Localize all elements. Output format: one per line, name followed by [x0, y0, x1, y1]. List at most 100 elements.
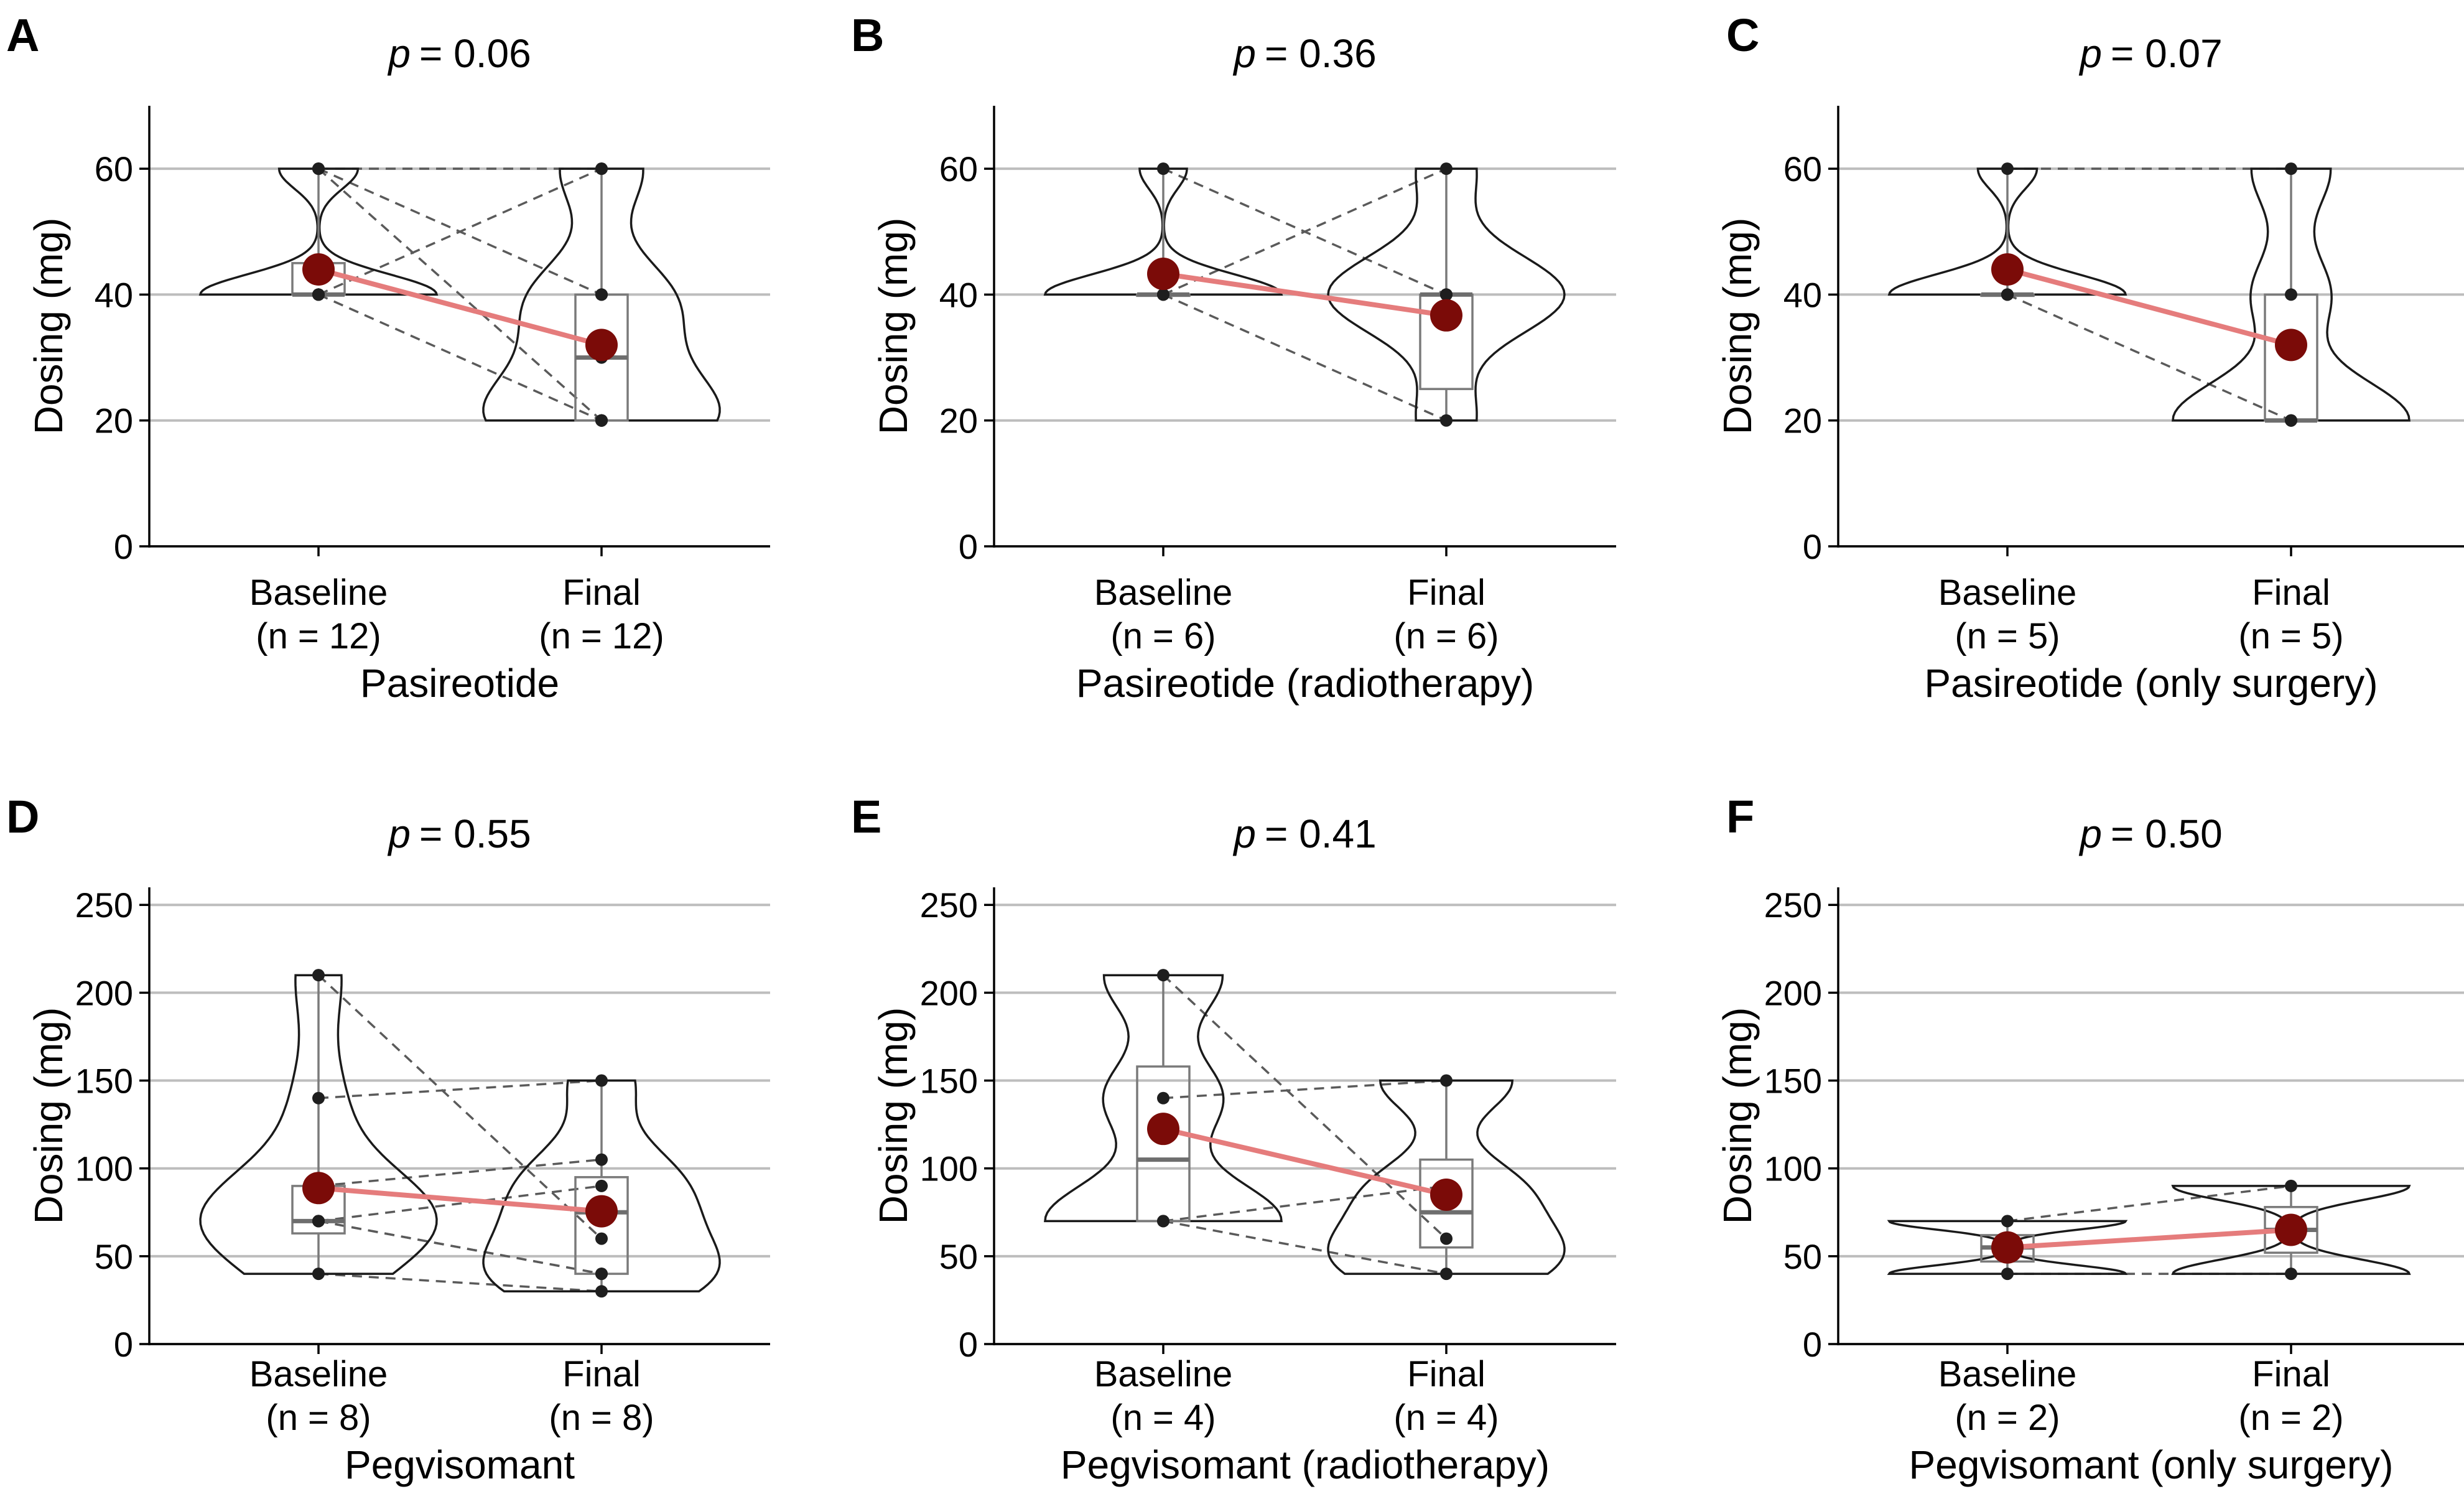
mean-point — [1991, 253, 2024, 286]
y-tick-label: 50 — [95, 1237, 133, 1276]
x-category-label: Baseline — [249, 1354, 388, 1394]
p-symbol: p — [1232, 31, 1256, 76]
x-category-label: Final — [1407, 572, 1485, 613]
y-tick-label: 0 — [959, 527, 978, 566]
data-point — [1440, 1232, 1453, 1245]
data-point — [595, 414, 608, 427]
pair-line — [318, 1079, 602, 1100]
x-category-n: (n = 5) — [1955, 616, 2060, 656]
data-point — [2001, 1215, 2014, 1228]
pair-line — [317, 974, 603, 1240]
violin-baseline — [1887, 167, 2127, 296]
data-point — [1440, 1074, 1453, 1087]
y-axis-title: Dosing (mg) — [1715, 218, 1760, 435]
pair-line — [2007, 1185, 2292, 1223]
violin-final — [1327, 1079, 1566, 1275]
data-point — [2001, 288, 2014, 301]
data-point — [595, 1179, 608, 1192]
p-value: = 0.36 — [1265, 31, 1377, 76]
pair-line — [2007, 293, 2292, 422]
x-category-n: (n = 4) — [1110, 1398, 1216, 1438]
data-point — [312, 288, 325, 301]
x-category-n: (n = 4) — [1393, 1398, 1499, 1438]
panel-letter: E — [851, 791, 881, 843]
y-tick-label: 200 — [1764, 973, 1822, 1012]
violin-final — [482, 167, 721, 422]
x-axis-title: Pegvisomant (radiotherapy) — [1061, 1442, 1550, 1487]
y-axis-title: Dosing (mg) — [1715, 1007, 1760, 1225]
data-point — [595, 162, 608, 175]
data-point — [595, 1074, 608, 1087]
mean-point — [1147, 1113, 1179, 1146]
pair-line — [318, 1220, 602, 1275]
x-category-n: (n = 6) — [1110, 616, 1216, 656]
mean-point — [1430, 1179, 1462, 1212]
x-category-label: Final — [562, 1354, 641, 1394]
violin-final — [1327, 167, 1566, 422]
data-point — [312, 1091, 325, 1104]
y-tick-label: 150 — [1764, 1062, 1822, 1101]
mean-trend-line — [2007, 1227, 2292, 1250]
p-symbol: p — [387, 31, 411, 76]
y-tick-label: 100 — [75, 1149, 133, 1188]
p-value-title: p = 0.50 — [2078, 811, 2222, 856]
pair-line — [1163, 1220, 1447, 1275]
p-symbol: p — [387, 811, 411, 856]
data-point — [312, 1215, 325, 1228]
data-point — [1157, 288, 1169, 301]
y-tick-label: 50 — [939, 1237, 978, 1276]
x-axis-title: Pasireotide (only surgery) — [1924, 661, 2378, 706]
mean-trend-line — [317, 267, 603, 348]
y-axis-title: Dosing (mg) — [26, 1007, 71, 1225]
p-value: = 0.07 — [2111, 31, 2223, 76]
x-axis-title: Pasireotide (radiotherapy) — [1076, 661, 1534, 706]
pair-line — [318, 1158, 602, 1187]
x-category-label: Final — [2252, 1354, 2330, 1394]
p-value: = 0.06 — [419, 31, 531, 76]
x-axis-title: Pasireotide — [360, 661, 559, 706]
violin-baseline — [199, 974, 438, 1275]
p-value-title: p = 0.41 — [1232, 811, 1376, 856]
y-tick-label: 100 — [1764, 1149, 1822, 1188]
x-category-n: (n = 12) — [256, 616, 381, 656]
data-point — [595, 1268, 608, 1281]
mean-point — [302, 253, 335, 286]
data-point — [1440, 1268, 1453, 1281]
data-point — [595, 288, 608, 301]
p-value-title: p = 0.06 — [387, 31, 531, 76]
pair-line — [318, 1273, 602, 1293]
y-tick-label: 40 — [939, 275, 978, 314]
x-category-n: (n = 2) — [2238, 1398, 2343, 1438]
y-tick-label: 100 — [920, 1149, 978, 1188]
panel-letter: C — [1726, 9, 1759, 61]
panel-letter: D — [6, 791, 39, 843]
x-category-n: (n = 5) — [2238, 616, 2343, 656]
mean-point — [1147, 258, 1179, 291]
x-axis-title: Pegvisomant (only surgery) — [1909, 1442, 2394, 1487]
mean-point — [2275, 329, 2307, 362]
mean-point — [2275, 1213, 2307, 1246]
y-tick-label: 200 — [75, 973, 133, 1012]
pair-line — [318, 1185, 602, 1223]
x-category-label: Baseline — [249, 572, 388, 613]
mean-point — [585, 1195, 618, 1228]
x-category-label: Baseline — [1938, 1354, 2076, 1394]
pair-line — [1162, 974, 1448, 1240]
mean-trend-line — [2006, 267, 2292, 348]
p-value: = 0.41 — [1265, 811, 1377, 856]
x-category-n: (n = 8) — [549, 1398, 654, 1438]
x-category-label: Final — [562, 572, 641, 613]
y-tick-label: 40 — [95, 275, 133, 314]
pair-line — [318, 167, 602, 296]
box-final — [1419, 1158, 1474, 1249]
x-category-n: (n = 8) — [266, 1398, 371, 1438]
data-point — [595, 1232, 608, 1245]
mean-trend-line — [318, 1185, 602, 1214]
y-tick-label: 40 — [1783, 275, 1822, 314]
mean-trend-line — [1163, 271, 1447, 318]
y-tick-label: 20 — [1783, 401, 1822, 441]
